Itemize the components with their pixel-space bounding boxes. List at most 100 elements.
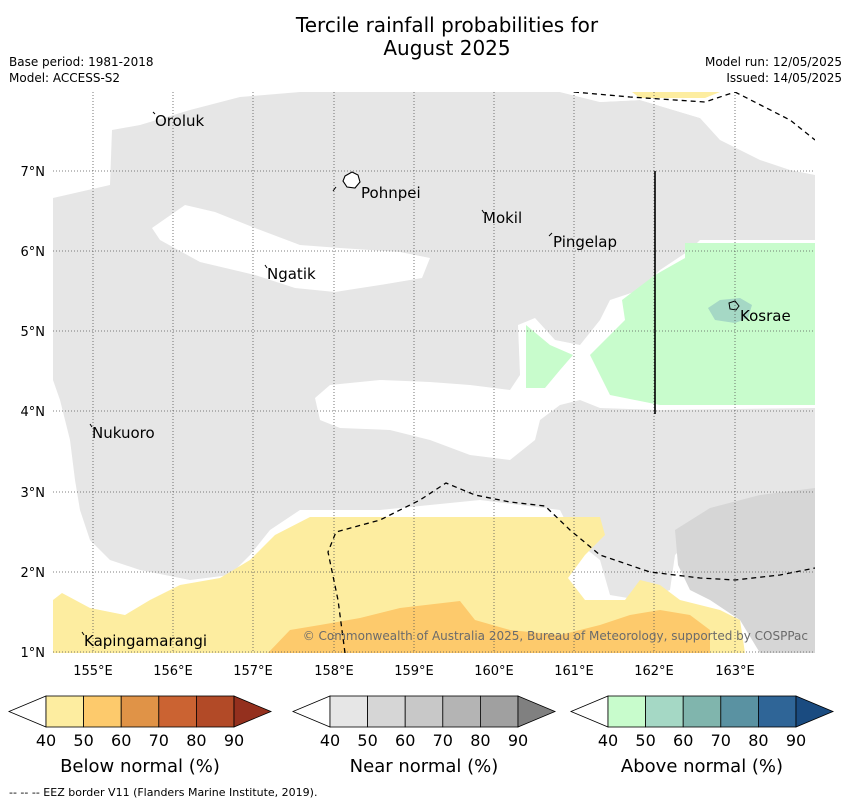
colorbar-segment: [404, 695, 444, 728]
colorbar-segment: [120, 695, 160, 728]
above-normal-region: [590, 243, 815, 405]
colorbar-label-below: Below normal (%): [60, 756, 220, 777]
place-label-ngatik: Ngatik: [267, 265, 316, 283]
lat-label: 2°N: [21, 566, 46, 581]
copyright-notice: © Commonwealth of Australia 2025, Bureau…: [303, 629, 808, 643]
latitude-labels: 7°N 6°N 5°N 4°N 3°N 2°N 1°N: [21, 165, 46, 661]
colorbar-tick-label: 90: [224, 731, 244, 750]
colorbar-tick-label: 70: [433, 731, 453, 750]
colorbar-tick-label: 80: [748, 731, 768, 750]
colorbar-tick-label: 80: [470, 731, 490, 750]
lon-label: 156°E: [153, 664, 193, 679]
colorbar-segment: [682, 695, 722, 728]
place-label-kapingamarangi: Kapingamarangi: [84, 632, 207, 650]
lat-label: 4°N: [21, 405, 46, 420]
lon-label: 161°E: [554, 664, 594, 679]
white-gap-3: [560, 92, 815, 175]
colorbar-near-normal: 40 50 60 70 80 90: [291, 695, 557, 750]
colorbar-segment: [158, 695, 197, 728]
lon-label: 160°E: [474, 664, 514, 679]
lon-label: 157°E: [233, 664, 273, 679]
pohnpei-island: [342, 171, 361, 189]
colorbar-extend-high: [795, 695, 835, 728]
colorbar-above-normal: 40 50 60 70 80 90: [569, 695, 835, 750]
model-name: Model: ACCESS-S2: [9, 71, 121, 85]
colorbar-tick-label: 70: [149, 731, 169, 750]
below-normal-region: [53, 517, 745, 653]
place-label-pingelap: Pingelap: [553, 233, 617, 251]
model-info: Base period: 1981-2018 Model: ACCESS-S2: [9, 54, 154, 86]
title-line-2: August 2025: [383, 36, 511, 60]
eez-border: [327, 92, 815, 653]
place-label-kosrae: Kosrae: [740, 307, 791, 325]
colorbar-segment: [442, 695, 481, 728]
lon-label: 155°E: [73, 664, 113, 679]
lon-label: 163°E: [715, 664, 755, 679]
colorbar-extend-low: [569, 695, 609, 728]
map-area: [53, 92, 815, 653]
colorbar-tick-label: 60: [111, 731, 131, 750]
colorbar-tick-label: 60: [395, 731, 415, 750]
lat-label: 3°N: [21, 486, 46, 501]
below-normal-50-region: [268, 601, 710, 653]
colorbar-tick-label: 50: [635, 731, 655, 750]
colorbar-segment: [329, 695, 368, 728]
place-label-pohnpei: Pohnpei: [361, 184, 421, 202]
colorbar-segment: [758, 695, 797, 728]
colorbar-below-normal: 40 50 60 70 80 90: [7, 695, 273, 750]
colorbar-segment: [479, 695, 519, 728]
colorbar-segment: [45, 695, 84, 728]
above-normal-50-region: [708, 298, 752, 323]
colorbar-tick-label: 60: [673, 731, 693, 750]
lat-label: 1°N: [21, 646, 46, 661]
near-normal-50-region: [675, 488, 815, 653]
place-label-oroluk: Oroluk: [155, 112, 204, 130]
issued-date: Issued: 14/05/2025: [726, 71, 842, 85]
colorbar-tick-label: 80: [186, 731, 206, 750]
colorbar-tick-label: 40: [320, 731, 340, 750]
chart-title: Tercile rainfall probabilities for Augus…: [0, 14, 850, 60]
colorbar-tick-label: 50: [73, 731, 93, 750]
near-normal-region: [53, 92, 815, 600]
kosrae-island: [728, 300, 740, 311]
place-label-mokil: Mokil: [483, 209, 522, 227]
colorbar-tick-label: 90: [508, 731, 528, 750]
colorbar-segment: [195, 695, 235, 728]
colorbar-label-near: Near normal (%): [350, 756, 499, 777]
lat-label: 6°N: [21, 245, 46, 260]
longitude-labels: 155°E 156°E 157°E 158°E 159°E 160°E 161°…: [73, 664, 755, 679]
ant-atoll: [332, 186, 337, 192]
colorbar-extend-low: [291, 695, 331, 728]
title-line-1: Tercile rainfall probabilities for: [295, 13, 599, 37]
colorbar-segment: [83, 695, 122, 728]
island-markers: [81, 111, 553, 636]
above-normal-region-west: [526, 325, 573, 388]
colorbar-extend-high: [517, 695, 557, 728]
eez-legend-note: -- -- -- EEZ border V11 (Flanders Marine…: [9, 786, 318, 799]
lon-label: 162°E: [634, 664, 674, 679]
model-run-date: Model run: 12/05/2025: [704, 55, 842, 69]
colorbar-tick-label: 40: [36, 731, 56, 750]
lat-label: 5°N: [21, 325, 46, 340]
lon-label: 158°E: [314, 664, 354, 679]
colorbar-segment: [607, 695, 646, 728]
graticule: [53, 92, 815, 653]
colorbar-tick-label: 70: [711, 731, 731, 750]
colorbar-extend-high: [233, 695, 273, 728]
colorbar-label-above: Above normal (%): [621, 756, 783, 777]
run-info: Model run: 12/05/2025 Issued: 14/05/2025: [705, 54, 842, 86]
colorbar-tick-label: 90: [786, 731, 806, 750]
white-gap-1: [152, 205, 430, 292]
below-normal-top: [632, 92, 720, 98]
lon-label: 159°E: [394, 664, 434, 679]
colorbar-segment: [367, 695, 406, 728]
colorbar-tick-label: 50: [357, 731, 377, 750]
colorbar-tick-label: 40: [598, 731, 618, 750]
colorbar-extend-low: [7, 695, 47, 728]
colorbar-segment: [720, 695, 759, 728]
colorbar-segment: [645, 695, 684, 728]
place-label-nukuoro: Nukuoro: [92, 424, 155, 442]
lat-label: 7°N: [21, 165, 46, 180]
base-period: Base period: 1981-2018: [9, 55, 154, 69]
